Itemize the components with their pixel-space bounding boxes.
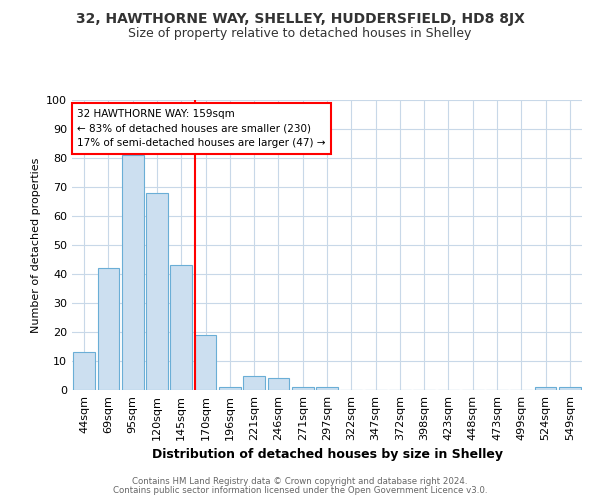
Bar (316, 387, 338, 390)
X-axis label: Distribution of detached houses by size in Shelley: Distribution of detached houses by size … (151, 448, 503, 462)
Text: Contains public sector information licensed under the Open Government Licence v3: Contains public sector information licen… (113, 486, 487, 495)
Text: 32 HAWTHORNE WAY: 159sqm
← 83% of detached houses are smaller (230)
17% of semi-: 32 HAWTHORNE WAY: 159sqm ← 83% of detach… (77, 108, 325, 148)
Bar (194, 335, 217, 390)
Bar (97, 268, 119, 390)
Bar (122, 155, 143, 390)
Bar (535, 387, 556, 390)
Text: Contains HM Land Registry data © Crown copyright and database right 2024.: Contains HM Land Registry data © Crown c… (132, 477, 468, 486)
Bar (219, 387, 241, 390)
Bar (559, 387, 581, 390)
Bar (73, 352, 95, 390)
Bar (292, 387, 314, 390)
Bar (268, 378, 289, 390)
Bar (243, 376, 265, 390)
Text: 32, HAWTHORNE WAY, SHELLEY, HUDDERSFIELD, HD8 8JX: 32, HAWTHORNE WAY, SHELLEY, HUDDERSFIELD… (76, 12, 524, 26)
Bar (146, 193, 168, 390)
Bar (170, 266, 192, 390)
Y-axis label: Number of detached properties: Number of detached properties (31, 158, 41, 332)
Text: Size of property relative to detached houses in Shelley: Size of property relative to detached ho… (128, 28, 472, 40)
